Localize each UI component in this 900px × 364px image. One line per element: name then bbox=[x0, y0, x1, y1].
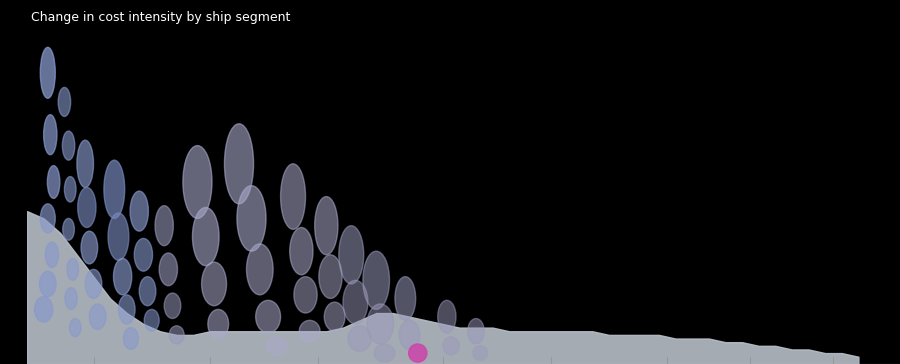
Ellipse shape bbox=[399, 320, 420, 349]
Ellipse shape bbox=[208, 309, 229, 339]
Ellipse shape bbox=[140, 277, 156, 306]
Ellipse shape bbox=[86, 269, 102, 298]
Ellipse shape bbox=[65, 288, 77, 309]
Ellipse shape bbox=[169, 326, 184, 344]
Ellipse shape bbox=[77, 187, 96, 228]
Ellipse shape bbox=[437, 300, 456, 333]
Ellipse shape bbox=[155, 206, 174, 246]
Ellipse shape bbox=[119, 295, 135, 324]
Ellipse shape bbox=[65, 177, 76, 202]
Ellipse shape bbox=[104, 160, 125, 218]
Ellipse shape bbox=[40, 271, 56, 297]
Ellipse shape bbox=[69, 318, 81, 337]
Ellipse shape bbox=[300, 320, 320, 342]
Ellipse shape bbox=[34, 297, 53, 322]
Text: Change in cost intensity by ship segment: Change in cost intensity by ship segment bbox=[32, 11, 291, 24]
Ellipse shape bbox=[108, 213, 129, 260]
Ellipse shape bbox=[193, 207, 219, 266]
Ellipse shape bbox=[81, 231, 98, 264]
Ellipse shape bbox=[472, 346, 488, 360]
Ellipse shape bbox=[134, 238, 152, 271]
Ellipse shape bbox=[62, 131, 75, 160]
Ellipse shape bbox=[281, 164, 305, 229]
Ellipse shape bbox=[130, 191, 148, 231]
Ellipse shape bbox=[67, 258, 78, 280]
Ellipse shape bbox=[324, 302, 345, 331]
Ellipse shape bbox=[123, 328, 139, 349]
Ellipse shape bbox=[367, 304, 393, 344]
Ellipse shape bbox=[409, 344, 427, 362]
Ellipse shape bbox=[363, 251, 390, 309]
Ellipse shape bbox=[224, 124, 254, 204]
Ellipse shape bbox=[315, 197, 338, 255]
Ellipse shape bbox=[164, 293, 181, 318]
Ellipse shape bbox=[338, 226, 364, 284]
Ellipse shape bbox=[89, 304, 106, 329]
Ellipse shape bbox=[237, 186, 266, 251]
Ellipse shape bbox=[76, 140, 94, 187]
Ellipse shape bbox=[290, 228, 313, 275]
Ellipse shape bbox=[395, 277, 416, 320]
Ellipse shape bbox=[247, 244, 273, 295]
Ellipse shape bbox=[159, 253, 177, 286]
Ellipse shape bbox=[202, 262, 227, 306]
Ellipse shape bbox=[443, 337, 459, 355]
Ellipse shape bbox=[63, 218, 75, 240]
Ellipse shape bbox=[43, 115, 57, 155]
Ellipse shape bbox=[40, 47, 55, 98]
Ellipse shape bbox=[113, 258, 131, 295]
Ellipse shape bbox=[256, 300, 281, 333]
Ellipse shape bbox=[294, 277, 317, 313]
Ellipse shape bbox=[45, 242, 58, 268]
Ellipse shape bbox=[183, 146, 212, 218]
Ellipse shape bbox=[348, 326, 371, 351]
Ellipse shape bbox=[468, 318, 484, 344]
Ellipse shape bbox=[374, 344, 395, 362]
Ellipse shape bbox=[343, 280, 368, 324]
Ellipse shape bbox=[48, 166, 59, 198]
Ellipse shape bbox=[266, 337, 287, 355]
Ellipse shape bbox=[40, 204, 55, 233]
Ellipse shape bbox=[58, 87, 70, 116]
Ellipse shape bbox=[319, 255, 342, 298]
Ellipse shape bbox=[144, 309, 159, 331]
